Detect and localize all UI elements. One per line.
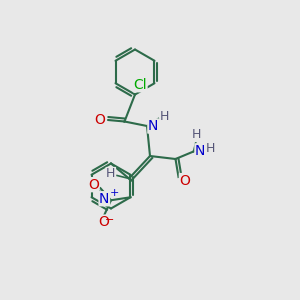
Text: O: O xyxy=(95,113,106,127)
Text: N: N xyxy=(148,119,158,133)
Text: O: O xyxy=(179,174,190,188)
Text: H: H xyxy=(106,167,116,181)
Text: H: H xyxy=(206,142,215,155)
Text: N: N xyxy=(195,144,206,158)
Text: N: N xyxy=(99,192,110,206)
Text: +: + xyxy=(110,188,119,198)
Text: −: − xyxy=(105,215,114,225)
Text: O: O xyxy=(98,215,109,229)
Text: Cl: Cl xyxy=(134,78,147,92)
Text: H: H xyxy=(192,128,201,142)
Text: O: O xyxy=(88,178,99,192)
Text: H: H xyxy=(160,110,169,124)
